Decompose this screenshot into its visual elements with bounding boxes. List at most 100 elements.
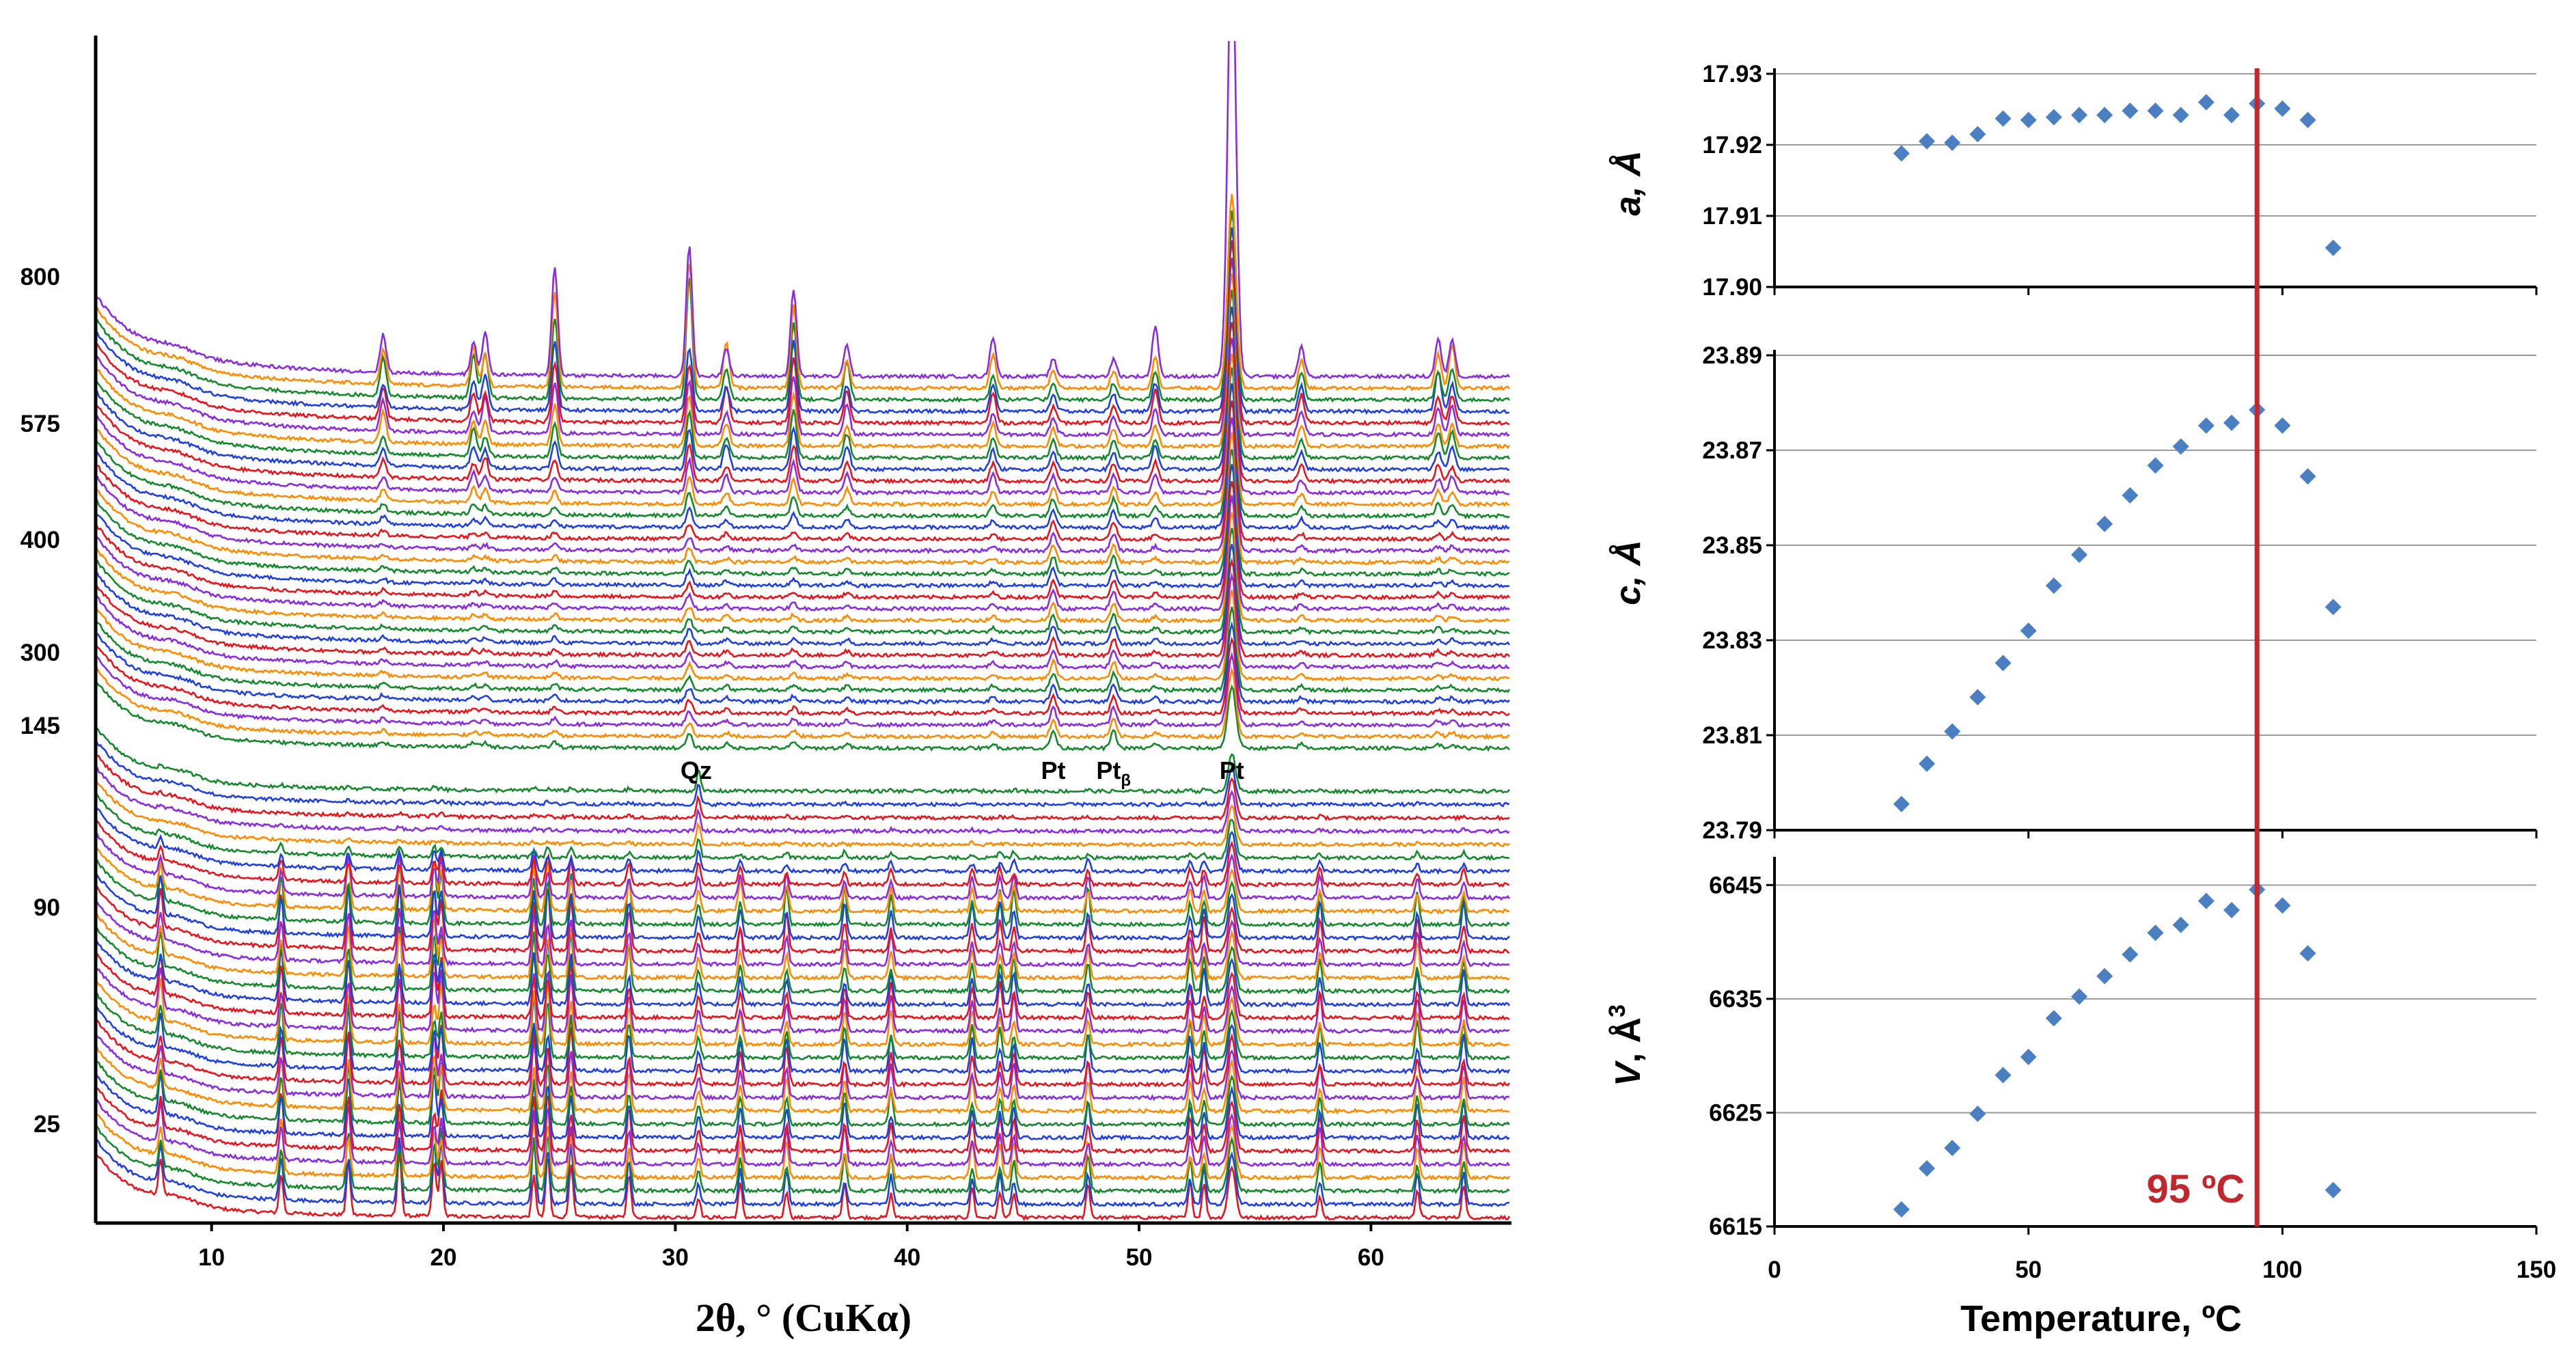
data-point bbox=[2122, 102, 2139, 120]
data-point bbox=[2045, 109, 2062, 126]
xrd-pattern-low bbox=[96, 911, 1510, 982]
data-point bbox=[1995, 110, 2012, 127]
xrd-x-tick-label: 60 bbox=[1358, 1244, 1384, 1271]
peak-label: Pt bbox=[1041, 756, 1065, 784]
xrd-pattern-high bbox=[96, 367, 1510, 520]
data-point bbox=[2020, 111, 2037, 128]
y-tick-label: 23.81 bbox=[1702, 722, 1762, 749]
xrd-pattern-low bbox=[96, 871, 1510, 942]
data-point bbox=[2223, 107, 2240, 124]
xrd-pattern-low bbox=[96, 978, 1510, 1048]
xrd-pattern-low bbox=[96, 738, 1510, 808]
panel-v: 6615 6625 6635 6645 bbox=[1709, 857, 2538, 1240]
y-tick-label: 6645 bbox=[1709, 872, 1762, 898]
xrd-pattern-low bbox=[96, 952, 1510, 1021]
peak-label: Ptβ bbox=[1096, 756, 1131, 790]
data-point bbox=[2325, 1181, 2342, 1198]
xrd-pattern-high bbox=[96, 258, 1510, 438]
y-tick-label: 17.92 bbox=[1702, 132, 1762, 159]
y-tick-label: 17.90 bbox=[1702, 274, 1762, 301]
xrd-pattern-low bbox=[96, 1005, 1510, 1075]
xrd-pattern-low bbox=[96, 832, 1510, 901]
xrd-pattern-low bbox=[96, 899, 1510, 968]
temperature-tick-label: 100 bbox=[2262, 1257, 2302, 1283]
data-point bbox=[2071, 546, 2087, 563]
xrd-pattern-high bbox=[96, 621, 1510, 706]
xrd-pattern-high bbox=[96, 41, 1510, 381]
peak-label: Pt bbox=[1220, 756, 1244, 784]
xrd-pattern-high bbox=[96, 666, 1510, 741]
data-point bbox=[1893, 1201, 1910, 1218]
xrd-x-tick-label: 50 bbox=[1126, 1244, 1153, 1271]
data-point bbox=[2299, 945, 2316, 962]
xrd-pattern-low bbox=[96, 965, 1510, 1035]
xrd-pattern-high bbox=[96, 290, 1510, 462]
ylabel-v: V, Å3 bbox=[1604, 1004, 1648, 1086]
xrd-pattern-low bbox=[96, 939, 1510, 1008]
y-tick-label: 23.87 bbox=[1702, 437, 1762, 464]
y-tick-label: 6615 bbox=[1709, 1213, 1762, 1240]
xrd-pattern-low bbox=[96, 793, 1510, 862]
xrd-pattern-low bbox=[96, 1086, 1510, 1155]
xrd-pattern-low bbox=[96, 1032, 1510, 1101]
xrd-pattern-low bbox=[96, 1149, 1510, 1222]
data-point bbox=[1995, 1067, 2012, 1084]
xrd-pattern-high bbox=[96, 544, 1510, 647]
xrd-pattern-high bbox=[96, 464, 1510, 589]
data-point bbox=[2096, 107, 2113, 124]
data-point bbox=[2325, 239, 2342, 256]
xrd-pattern-high bbox=[96, 240, 1510, 426]
xrd-pattern-high bbox=[96, 400, 1510, 543]
xrd-pattern-high bbox=[96, 636, 1510, 717]
xrd-pattern-low bbox=[96, 859, 1510, 928]
data-point bbox=[2045, 1010, 2062, 1027]
xrd-pattern-low bbox=[96, 751, 1510, 822]
xrd-pattern-high bbox=[96, 681, 1510, 752]
data-point bbox=[2197, 94, 2215, 111]
xrd-pattern-low bbox=[96, 1018, 1510, 1088]
xrd-pattern-high bbox=[96, 527, 1510, 635]
data-point bbox=[1969, 1106, 1986, 1123]
data-point bbox=[2071, 988, 2087, 1005]
temperature-labels: 800 575 400 300 145 90 25 bbox=[20, 264, 60, 1138]
data-point bbox=[1893, 145, 1910, 162]
xrd-pattern-high bbox=[96, 590, 1510, 682]
xrd-pattern-high bbox=[96, 495, 1510, 613]
data-point bbox=[2071, 107, 2087, 124]
temperature-label: 300 bbox=[20, 640, 60, 666]
xrd-pattern-high bbox=[96, 572, 1510, 670]
xrd-pattern-high bbox=[96, 481, 1510, 601]
temperature-label: 25 bbox=[33, 1111, 60, 1138]
data-point bbox=[2147, 457, 2164, 474]
data-point bbox=[1944, 1140, 1961, 1157]
data-point bbox=[2020, 1048, 2037, 1065]
xrd-pattern-high bbox=[96, 651, 1510, 728]
temperature-tick-label: 50 bbox=[2015, 1257, 2042, 1283]
xrd-pattern-low bbox=[96, 1113, 1510, 1181]
temperature-label: 90 bbox=[33, 894, 60, 921]
xrd-x-tick-label: 40 bbox=[894, 1244, 920, 1271]
data-point bbox=[1944, 134, 1961, 151]
xrd-pattern-low bbox=[96, 726, 1510, 795]
xrd-pattern-high bbox=[96, 273, 1510, 450]
data-point bbox=[1919, 755, 1935, 772]
data-point bbox=[2197, 417, 2215, 434]
temperature-label: 575 bbox=[20, 411, 60, 437]
data-point bbox=[1919, 1160, 1935, 1177]
xrd-panel: 10 20 30 40 50 60 800 575 400 300 145 90 25 Qz Pt Ptβ… bbox=[20, 36, 1511, 1340]
temperature-axis-title: Temperature, ºC bbox=[1960, 1298, 2242, 1339]
xrd-pattern-low bbox=[96, 1071, 1510, 1142]
xrd-pattern-low bbox=[96, 804, 1510, 875]
xrd-pattern-low bbox=[96, 844, 1510, 915]
data-point bbox=[1944, 723, 1961, 740]
xrd-pattern-low bbox=[96, 884, 1510, 955]
panel-a: 17.90 17.91 17.92 17.93 bbox=[1702, 61, 2538, 301]
temperature-tick-label: 0 bbox=[1768, 1257, 1781, 1283]
y-tick-label: 6635 bbox=[1709, 986, 1762, 1013]
xrd-x-ticks: 10 20 30 40 50 60 bbox=[198, 1223, 1384, 1271]
xrd-series-layer bbox=[96, 41, 1510, 1222]
data-point bbox=[2299, 111, 2316, 128]
data-point bbox=[2096, 968, 2113, 985]
data-point bbox=[1969, 689, 1986, 706]
